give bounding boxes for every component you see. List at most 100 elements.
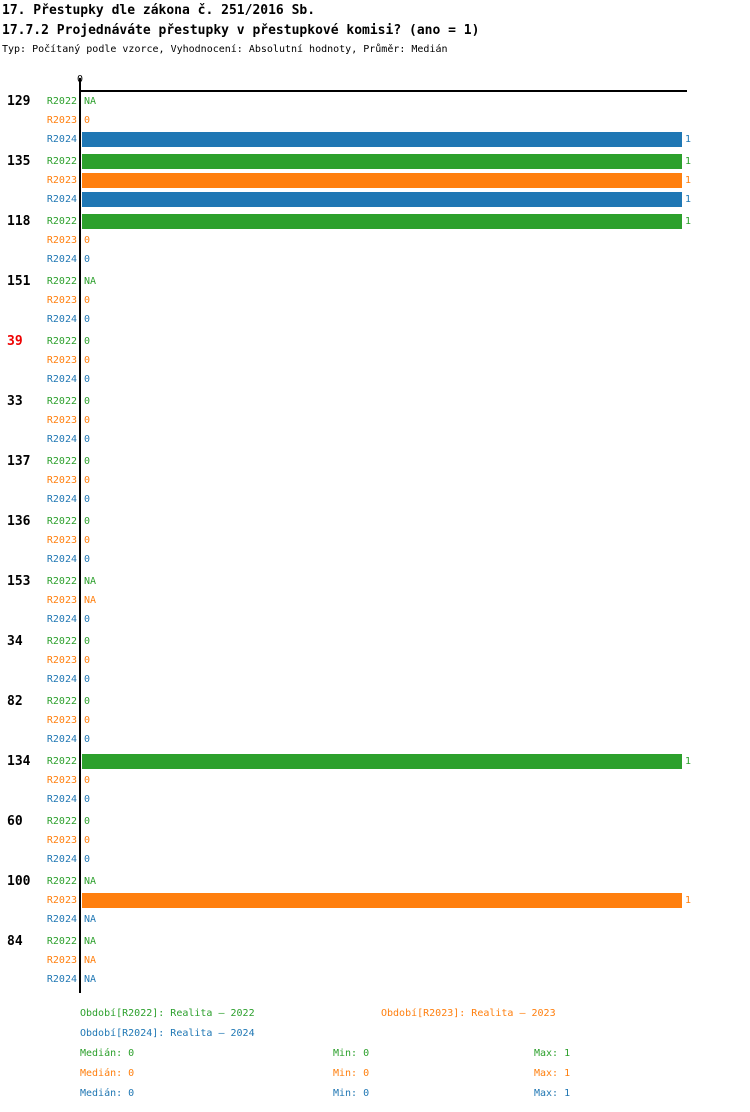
group-label: 136 bbox=[7, 514, 31, 529]
value-label: NA bbox=[84, 576, 97, 587]
value-label: 0 bbox=[84, 655, 91, 666]
series-label: R2024 bbox=[46, 134, 77, 145]
series-label: R2024 bbox=[46, 614, 77, 625]
stat-min: Min: 0 bbox=[333, 1068, 370, 1079]
series-label: R2024 bbox=[46, 794, 77, 805]
chart-row: 84 R2022 NA bbox=[0, 934, 750, 949]
bar bbox=[82, 173, 682, 188]
series-label: R2024 bbox=[46, 434, 77, 445]
chart-row: R2023 1 bbox=[0, 173, 750, 188]
bar bbox=[82, 754, 682, 769]
value-label: 0 bbox=[84, 374, 91, 385]
chart-row: R2024 1 bbox=[0, 192, 750, 207]
series-label: R2023 bbox=[46, 835, 77, 846]
chart-row: R2023 0 bbox=[0, 833, 750, 848]
chart-row: 135 R2022 1 bbox=[0, 154, 750, 169]
series-label: R2022 bbox=[46, 516, 77, 527]
series-label: R2022 bbox=[46, 96, 77, 107]
series-label: R2022 bbox=[46, 816, 77, 827]
chart-row: R2023 0 bbox=[0, 713, 750, 728]
value-label: 0 bbox=[84, 554, 91, 565]
value-label: 1 bbox=[685, 175, 692, 186]
chart-row: 82 R2022 0 bbox=[0, 694, 750, 709]
value-label: NA bbox=[84, 96, 97, 107]
legend-item: Období[R2022]: Realita – 2022 bbox=[80, 1008, 255, 1019]
chart-row: R2023 0 bbox=[0, 353, 750, 368]
chart-row: R2024 0 bbox=[0, 792, 750, 807]
value-label: 0 bbox=[84, 434, 91, 445]
group-label: 137 bbox=[7, 454, 31, 469]
group-label: 60 bbox=[7, 814, 23, 829]
value-label: 0 bbox=[84, 794, 91, 805]
value-label: 0 bbox=[84, 816, 91, 827]
value-label: 0 bbox=[84, 535, 91, 546]
value-label: 0 bbox=[84, 715, 91, 726]
chart-row: R2023 NA bbox=[0, 593, 750, 608]
value-label: 0 bbox=[84, 456, 91, 467]
group-label: 33 bbox=[7, 394, 23, 409]
series-label: R2024 bbox=[46, 974, 77, 985]
chart-row: R2023 0 bbox=[0, 413, 750, 428]
value-label: 1 bbox=[685, 134, 692, 145]
value-label: 0 bbox=[84, 775, 91, 786]
stat-median: Medián: 0 bbox=[80, 1088, 135, 1099]
chart-row: R2024 0 bbox=[0, 612, 750, 627]
value-label: 0 bbox=[84, 235, 91, 246]
x-axis-line bbox=[80, 90, 687, 92]
group-label: 153 bbox=[7, 574, 31, 589]
chart-row: R2024 0 bbox=[0, 372, 750, 387]
value-label: 1 bbox=[685, 156, 692, 167]
series-label: R2024 bbox=[46, 914, 77, 925]
value-label: NA bbox=[84, 955, 97, 966]
series-label: R2022 bbox=[46, 336, 77, 347]
chart-row: R2024 0 bbox=[0, 852, 750, 867]
value-label: 0 bbox=[84, 636, 91, 647]
chart-row: R2023 1 bbox=[0, 893, 750, 908]
bar bbox=[82, 192, 682, 207]
value-label: 0 bbox=[84, 115, 91, 126]
value-label: NA bbox=[84, 936, 97, 947]
series-label: R2023 bbox=[46, 415, 77, 426]
series-label: R2023 bbox=[46, 775, 77, 786]
series-label: R2023 bbox=[46, 355, 77, 366]
chart-row: R2024 0 bbox=[0, 672, 750, 687]
chart-row: 151 R2022 NA bbox=[0, 274, 750, 289]
legend-item: Období[R2023]: Realita – 2023 bbox=[381, 1008, 556, 1019]
series-label: R2022 bbox=[46, 576, 77, 587]
bar bbox=[82, 214, 682, 229]
series-label: R2022 bbox=[46, 156, 77, 167]
series-label: R2024 bbox=[46, 494, 77, 505]
y-axis-line bbox=[79, 78, 81, 993]
value-label: 1 bbox=[685, 216, 692, 227]
stat-max: Max: 1 bbox=[534, 1068, 571, 1079]
chart-row: R2023 NA bbox=[0, 953, 750, 968]
value-label: 0 bbox=[84, 254, 91, 265]
series-label: R2023 bbox=[46, 535, 77, 546]
bar bbox=[82, 154, 682, 169]
group-label: 84 bbox=[7, 934, 23, 949]
value-label: 0 bbox=[84, 614, 91, 625]
group-label: 100 bbox=[7, 874, 31, 889]
stat-min: Min: 0 bbox=[333, 1088, 370, 1099]
value-label: 0 bbox=[84, 696, 91, 707]
group-label: 134 bbox=[7, 754, 31, 769]
value-label: 0 bbox=[84, 835, 91, 846]
chart-row: 153 R2022 NA bbox=[0, 574, 750, 589]
series-label: R2023 bbox=[46, 295, 77, 306]
series-label: R2024 bbox=[46, 674, 77, 685]
chart-meta-line: Typ: Počítaný podle vzorce, Vyhodnocení:… bbox=[2, 44, 448, 55]
series-label: R2024 bbox=[46, 734, 77, 745]
legend-item: Období[R2024]: Realita – 2024 bbox=[80, 1028, 255, 1039]
series-label: R2023 bbox=[46, 235, 77, 246]
series-label: R2022 bbox=[46, 276, 77, 287]
value-label: NA bbox=[84, 276, 97, 287]
series-label: R2024 bbox=[46, 854, 77, 865]
group-label: 82 bbox=[7, 694, 23, 709]
series-label: R2022 bbox=[46, 936, 77, 947]
group-label: 151 bbox=[7, 274, 31, 289]
value-label: 0 bbox=[84, 674, 91, 685]
series-label: R2023 bbox=[46, 715, 77, 726]
series-label: R2024 bbox=[46, 374, 77, 385]
chart-row: 60 R2022 0 bbox=[0, 814, 750, 829]
